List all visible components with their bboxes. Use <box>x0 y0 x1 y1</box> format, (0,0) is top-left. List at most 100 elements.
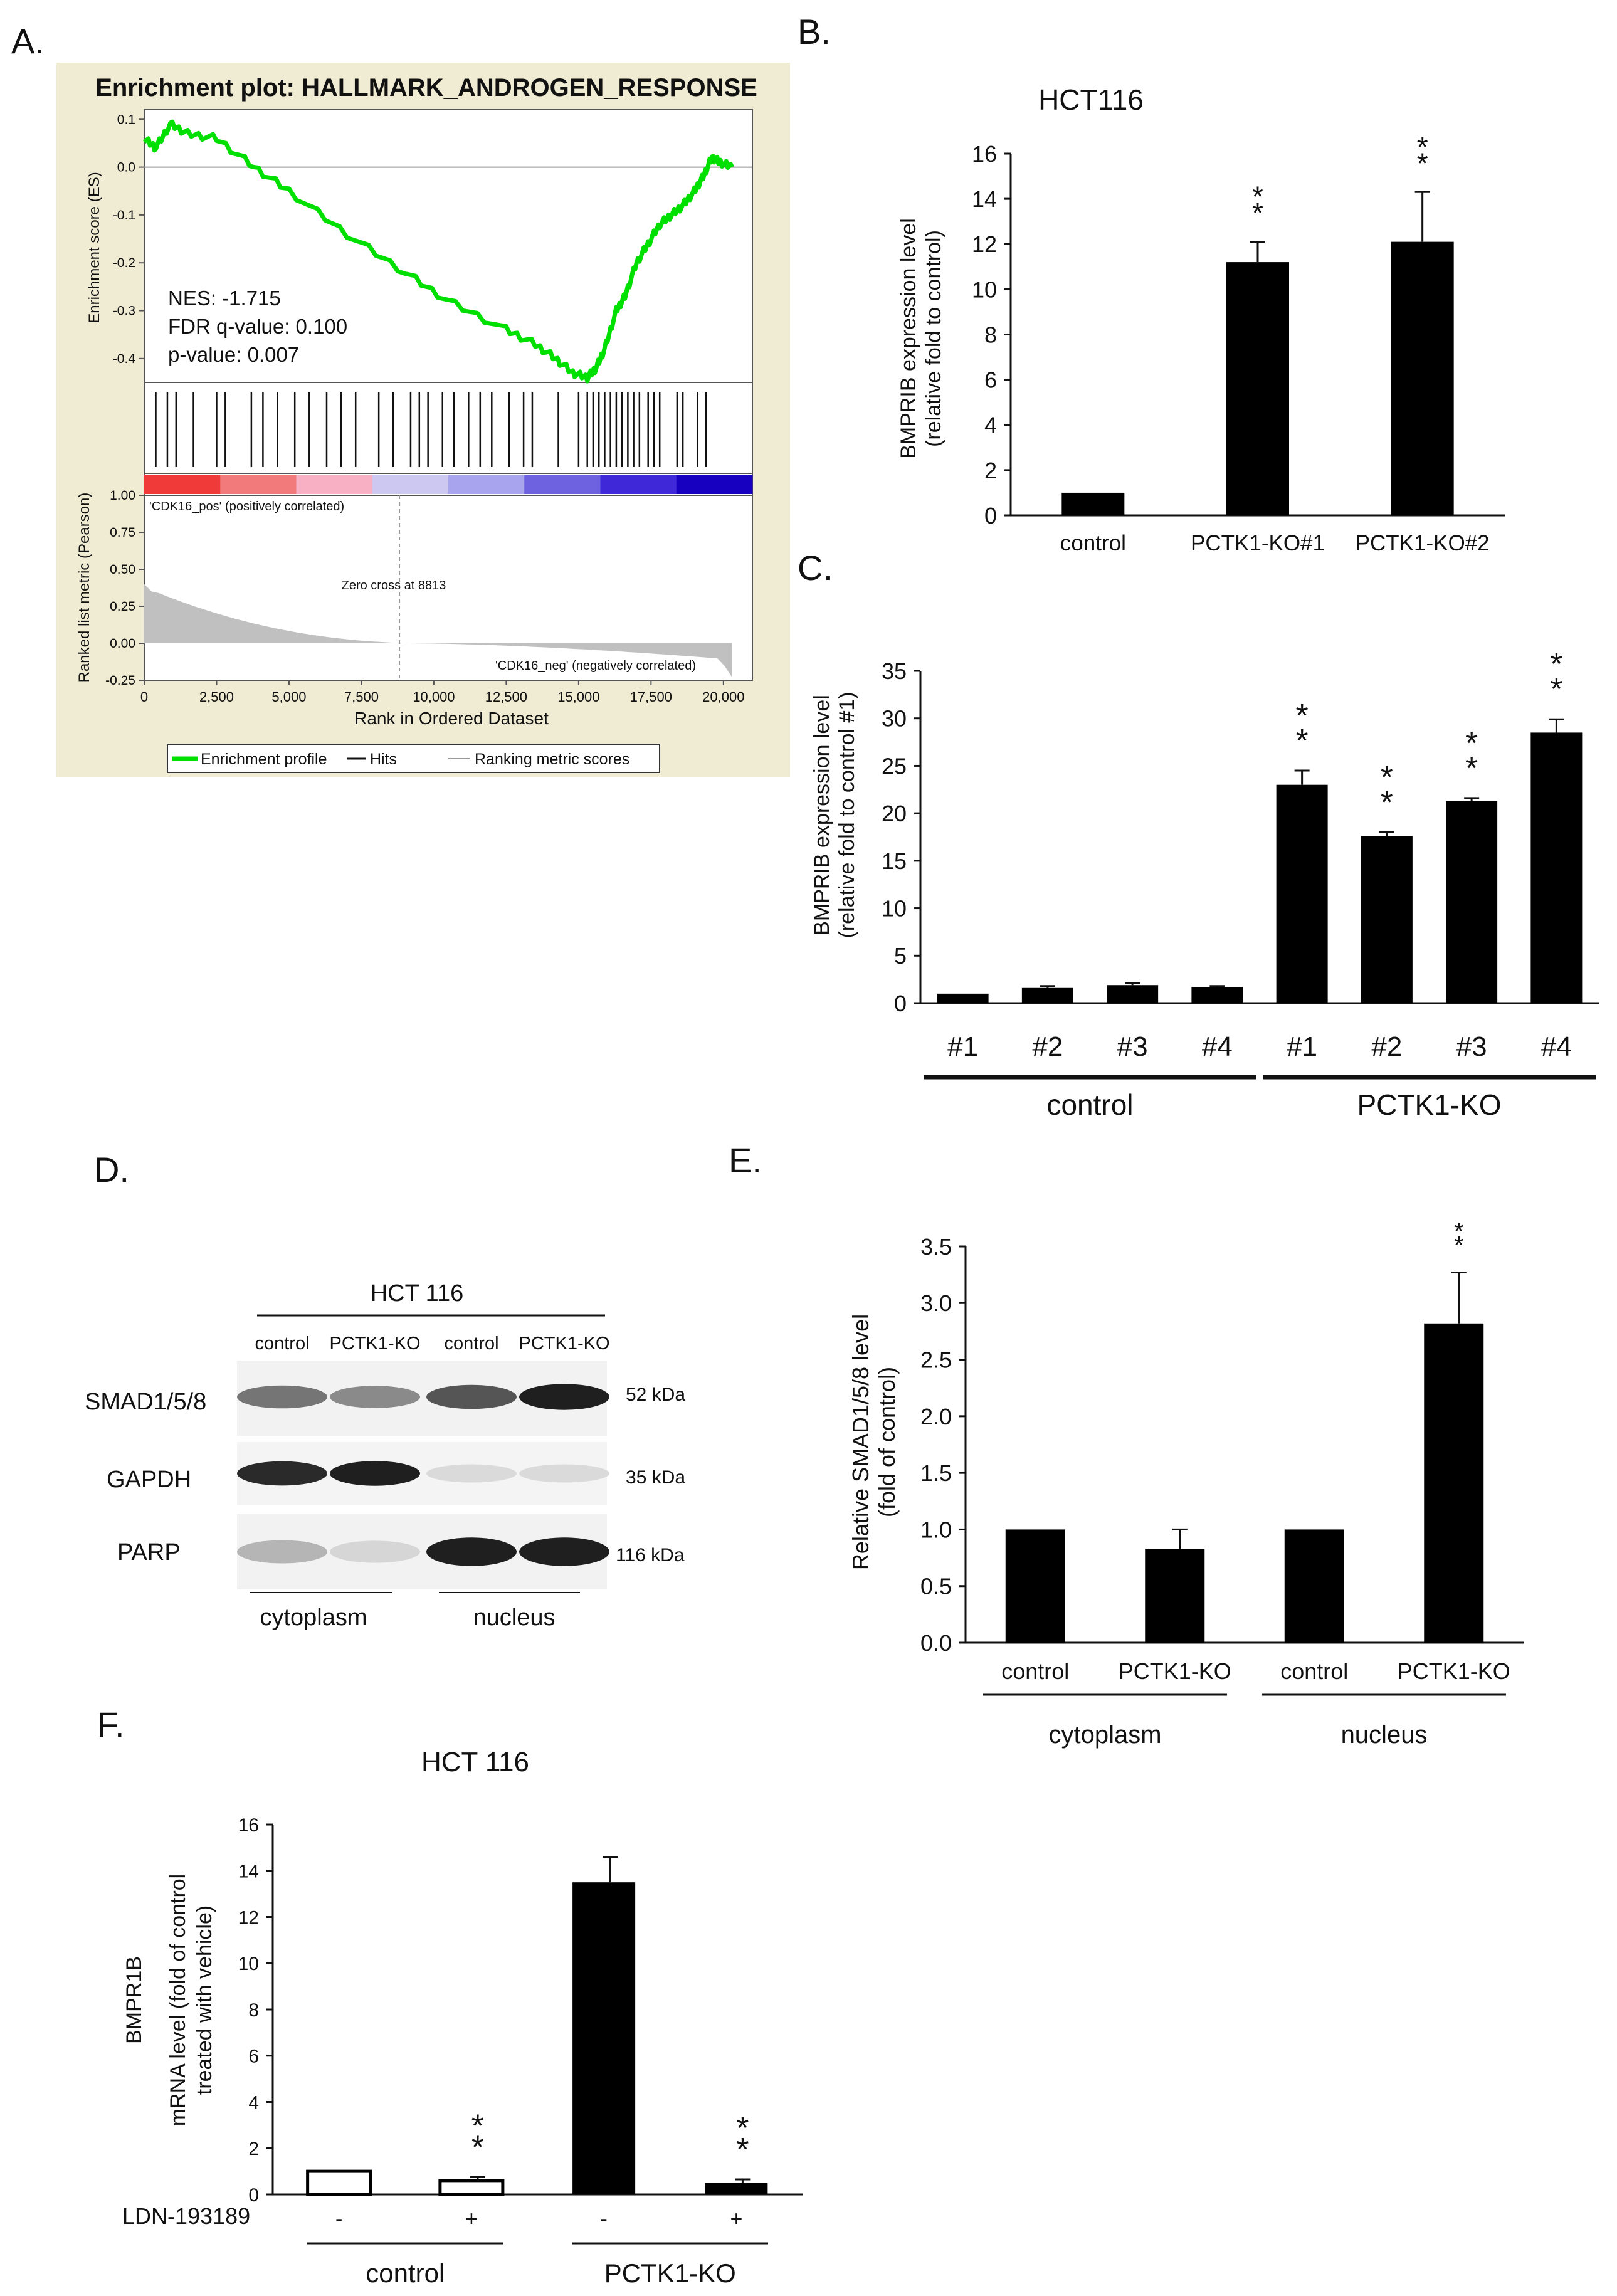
chart-f-category-label: - <box>600 2207 607 2231</box>
hits-area <box>144 382 753 474</box>
chart-c-significance-upper: * <box>1296 698 1309 734</box>
chart-e-significance-lower: * <box>1454 1232 1464 1260</box>
chart-b-bar <box>1061 492 1125 515</box>
chart-b: HCT116 BMPRIB expression level (relative… <box>897 83 1505 556</box>
chart-b-category-label: PCTK1-KO#2 <box>1356 531 1490 556</box>
metric-tick-label: 0.00 <box>110 636 135 651</box>
chart-c-bar <box>1021 987 1073 1003</box>
chart-e-bar <box>1005 1529 1065 1643</box>
chart-c-significance-upper: * <box>1465 725 1478 762</box>
blot-lane-2: PCTK1-KO <box>329 1334 420 1354</box>
blot-lane-1: control <box>255 1334 309 1354</box>
heatmap-segment <box>296 475 373 494</box>
chart-b-bar <box>1391 241 1454 515</box>
chart-c-category-label: #2 <box>1371 1031 1402 1062</box>
chart-e-bar <box>1145 1549 1205 1643</box>
chart-f-title: HCT 116 <box>421 1747 529 1777</box>
panel-label-f: F. <box>97 1705 125 1744</box>
blot-band <box>237 1461 327 1486</box>
chart-c-category-label: #4 <box>1202 1031 1233 1062</box>
chart-c-y-tick-label: 35 <box>882 658 907 684</box>
chart-e: Relative SMAD1/5/8 level (fold of contro… <box>848 1218 1524 1749</box>
chart-e-ylabel-2: (fold of control) <box>874 1367 900 1517</box>
chart-f-bar <box>572 1882 636 2194</box>
chart-c-ylabel-2: (relative fold to control #1) <box>835 692 859 938</box>
blot-fraction-cytoplasm: cytoplasm <box>260 1604 367 1631</box>
ranked-heatmap-bar <box>144 475 753 494</box>
panel-label-d: D. <box>94 1150 129 1189</box>
chart-f-y-tick-label: 0 <box>248 2185 259 2206</box>
chart-b-category-label: control <box>1060 531 1126 556</box>
chart-b-y-tick-label: 16 <box>972 141 997 167</box>
es-y-label: Enrichment score (ES) <box>86 172 103 323</box>
blot-size-gapdh: 35 kDa <box>626 1467 685 1488</box>
gsea-enrichment-plot: Enrichment plot: HALLMARK_ANDROGEN_RESPO… <box>56 63 790 777</box>
chart-c-bar <box>937 993 989 1003</box>
chart-f-ylabel-1: BMPR1B <box>122 1956 146 2044</box>
rank-tick-label: 5,000 <box>271 689 306 705</box>
chart-c-y-tick-label: 30 <box>882 706 907 732</box>
chart-e-bar <box>1284 1529 1344 1643</box>
blot-band <box>330 1386 420 1408</box>
rank-tick-label: 12,500 <box>485 689 527 705</box>
chart-c-bar <box>1191 987 1243 1003</box>
pvalue-stat: p-value: 0.007 <box>168 343 299 366</box>
chart-f-y-tick-label: 14 <box>238 1862 259 1882</box>
chart-c-category-label: #3 <box>1456 1031 1487 1062</box>
chart-f-significance-lower: * <box>471 2129 484 2166</box>
chart-c-group-label: PCTK1-KO <box>1357 1088 1501 1121</box>
chart-c-category-label: #3 <box>1117 1031 1148 1062</box>
chart-f-y-tick-label: 16 <box>238 1815 259 1836</box>
chart-e-ylabel-1: Relative SMAD1/5/8 level <box>848 1314 873 1570</box>
heatmap-segment <box>372 475 449 494</box>
chart-f-bar <box>705 2183 768 2194</box>
blot-band <box>426 1537 517 1566</box>
blot-band <box>519 1384 609 1410</box>
blot-band <box>330 1461 420 1486</box>
chart-c-y-tick-label: 5 <box>894 943 907 969</box>
blot-lane-4: PCTK1-KO <box>519 1334 609 1354</box>
metric-tick-label: 0.25 <box>110 599 135 614</box>
chart-e-y-tick-label: 3.5 <box>920 1234 952 1260</box>
chart-b-y-tick-label: 6 <box>984 367 997 393</box>
rank-tick-label: 17,500 <box>630 689 672 705</box>
chart-f-significance-upper: * <box>736 2110 749 2147</box>
chart-c-bar <box>1446 801 1498 1003</box>
es-tick-label: -0.3 <box>113 304 135 319</box>
chart-b-significance-upper: * <box>1417 130 1428 163</box>
treatment-label: LDN-193189 <box>122 2203 250 2229</box>
es-tick-label: 0.0 <box>117 161 135 175</box>
chart-e-y-tick-label: 2.5 <box>920 1347 952 1373</box>
metric-tick-label: 0.75 <box>110 525 135 540</box>
es-tick-label: -0.2 <box>113 256 135 270</box>
chart-b-significance-lower: * <box>1417 147 1428 179</box>
hit-lines <box>155 392 707 467</box>
chart-b-y-tick-label: 14 <box>972 186 997 212</box>
chart-c-y-tick-label: 20 <box>882 801 907 826</box>
heatmap-segment <box>600 475 677 494</box>
heatmap-segment <box>448 475 525 494</box>
chart-f-bar <box>438 2179 505 2196</box>
neg-correlated-label: 'CDK16_neg' (negatively correlated) <box>495 659 696 673</box>
rank-tick-label: 15,000 <box>557 689 599 705</box>
chart-c-bar <box>1107 985 1159 1003</box>
chart-b-y-tick-label: 12 <box>972 231 997 257</box>
chart-e-y-tick-label: 2.0 <box>920 1404 952 1430</box>
blot-band <box>330 1540 420 1563</box>
heatmap-segment <box>144 475 221 494</box>
chart-f-significance-upper: * <box>471 2108 484 2144</box>
chart-b-y-tick-label: 0 <box>984 503 997 529</box>
metric-tick-label: -0.25 <box>105 673 135 688</box>
metric-tick-label: 1.00 <box>110 488 135 503</box>
chart-b-category-label: PCTK1-KO#1 <box>1191 531 1325 556</box>
chart-f-y-tick-label: 2 <box>248 2139 259 2159</box>
enrichment-profile-line <box>142 119 734 384</box>
chart-c-significance-lower: * <box>1381 784 1393 821</box>
legend-enrichment-profile: Enrichment profile <box>201 750 327 768</box>
es-tick-label: 0.1 <box>117 112 135 127</box>
chart-e-category-label: control <box>1280 1658 1348 1684</box>
rank-tick-label: 20,000 <box>702 689 744 705</box>
chart-e-y-tick-label: 1.0 <box>920 1517 952 1542</box>
legend-hits: Hits <box>370 750 397 768</box>
heatmap-segment <box>220 475 297 494</box>
